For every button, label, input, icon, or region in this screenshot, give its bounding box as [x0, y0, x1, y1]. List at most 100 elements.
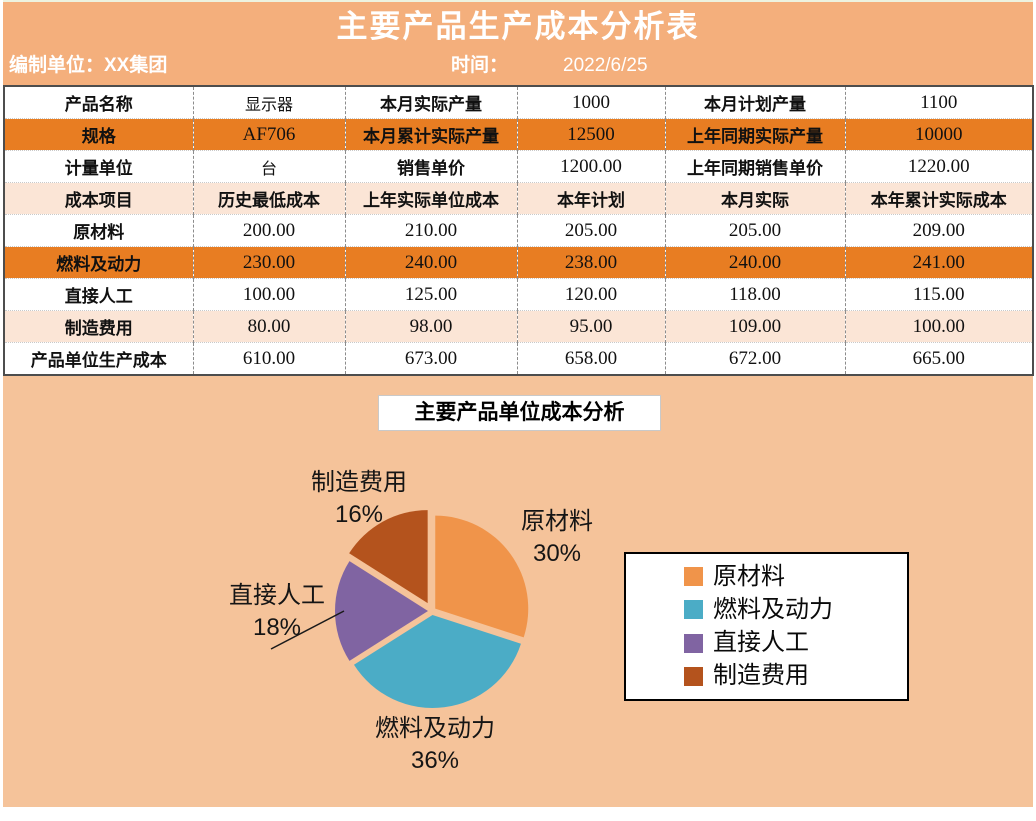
table-cell[interactable]: 直接人工 [4, 278, 193, 311]
table-cell[interactable]: 100.00 [844, 310, 1033, 343]
legend-swatch-icon [684, 666, 703, 686]
table-cell[interactable]: 240.00 [344, 246, 517, 279]
cost-table: 产品名称 显示器 本月实际产量 1000 本月计划产量 1100 规格 AF706 本月累计实际… [3, 85, 1034, 376]
table-cell[interactable]: 1220.00 [844, 150, 1033, 183]
table-cell[interactable]: 238.00 [516, 246, 665, 279]
legend-item[interactable]: 制造费用 [684, 662, 901, 690]
table-cell[interactable]: 计量单位 [4, 150, 193, 183]
table-cell[interactable]: 210.00 [344, 214, 517, 247]
table-cell[interactable]: 显示器 [192, 86, 345, 119]
table-cell[interactable]: 205.00 [664, 214, 845, 247]
table-cell[interactable]: 产品名称 [64, 95, 133, 114]
table-row: 产品单位生产成本 610.00 673.00 658.00 672.00 665.00 [4, 342, 1033, 375]
table-cell[interactable]: 销售单价 [344, 150, 517, 183]
legend-item[interactable]: 直接人工 [684, 629, 901, 657]
pie-label-percent: 16% [334, 501, 384, 528]
pie-chart [270, 510, 529, 708]
pie-label-name: 燃料及动力 [375, 715, 495, 742]
report-subheader: 编制单位：XX集团 时间： 2022/6/25 [3, 50, 1033, 85]
table-cell[interactable]: 98.00 [344, 310, 517, 343]
table-cell[interactable]: 230.00 [192, 246, 345, 279]
table-cell[interactable]: 109.00 [664, 310, 845, 343]
table-row: 燃料及动力 230.00 240.00 238.00 240.00 241.00 [4, 246, 1033, 279]
table-cell[interactable]: 本月计划产量 [664, 86, 845, 119]
pie-slice-制造费用[interactable] [349, 510, 428, 604]
table-cell[interactable]: 125.00 [344, 278, 517, 311]
sheet-top-edge [3, 0, 1033, 2]
table-cell[interactable]: 上年同期实际产量 [664, 118, 845, 151]
table-cell[interactable]: 10000 [844, 118, 1033, 151]
table-row: 直接人工 100.00 125.00 120.00 118.00 115.00 [4, 278, 1033, 311]
report-date: 2022/6/25 [563, 55, 648, 76]
table-cell[interactable]: 历史最低成本 [192, 182, 345, 215]
table-cell[interactable]: 本月实际产量 [344, 86, 517, 119]
table-cell[interactable]: 上年同期销售单价 [664, 150, 845, 183]
pie-slice-直接人工[interactable] [335, 561, 428, 661]
table-cell[interactable]: 658.00 [516, 342, 665, 375]
report-header: 主要产品生产成本分析表 编制单位：XX集团 时间： 2022/6/25 [3, 2, 1033, 85]
table-cell[interactable]: 100.00 [192, 278, 345, 311]
table-cell[interactable]: 燃料及动力 [4, 246, 193, 279]
table-cell[interactable]: 209.00 [844, 214, 1033, 247]
pie-label-percent: 30% [532, 540, 582, 567]
table-row: 原材料 200.00 210.00 205.00 205.00 209.00 [4, 214, 1033, 247]
table-cell[interactable]: 产品单位生产成本 [4, 342, 193, 375]
table-row: 规格 AF706 本月累计实际产量 12500 上年同期实际产量 10000 [4, 118, 1033, 151]
pie-slice-原材料[interactable] [435, 515, 529, 638]
table-cell[interactable]: 80.00 [192, 310, 345, 343]
pie-label-raw-materials: 原材料 30% [521, 506, 593, 570]
time-label: 时间： [451, 55, 509, 76]
table-cell[interactable]: 1200.00 [516, 150, 665, 183]
pie-label-name: 原材料 [521, 508, 593, 535]
label-leader-line [270, 610, 345, 650]
table-cell[interactable]: 205.00 [516, 214, 665, 247]
table-cell[interactable]: 上年实际单位成本 [344, 182, 517, 215]
legend-label: 制造费用 [713, 662, 809, 690]
pie-label-percent: 36% [410, 747, 460, 774]
table-row: 制造费用 80.00 98.00 95.00 109.00 100.00 [4, 310, 1033, 343]
table-cell[interactable]: 673.00 [344, 342, 517, 375]
pie-label-manufacturing-cost: 制造费用 16% [311, 467, 407, 531]
table-cell[interactable]: 115.00 [844, 278, 1033, 311]
legend-label: 原材料 [713, 562, 785, 590]
legend-label: 直接人工 [713, 629, 809, 657]
table-cell[interactable]: 本月累计实际产量 [344, 118, 517, 151]
table-cell[interactable]: 本年计划 [516, 182, 665, 215]
chart-title[interactable]: 主要产品单位成本分析 [378, 395, 661, 431]
chart-legend[interactable]: 原材料燃料及动力直接人工制造费用 [624, 552, 909, 701]
table-cell[interactable]: 原材料 [4, 214, 193, 247]
pie-label-name: 制造费用 [311, 469, 407, 496]
worksheet: 主要产品生产成本分析表 编制单位：XX集团 时间： 2022/6/25 产品名称… [3, 0, 1034, 807]
table-cell[interactable]: 200.00 [192, 214, 345, 247]
legend-swatch-icon [684, 633, 703, 653]
table-cell[interactable]: 672.00 [664, 342, 845, 375]
pie-label-direct-labor: 直接人工 18% [229, 580, 325, 644]
prepared-by-label: 编制单位：XX集团 [9, 55, 168, 76]
table-cell[interactable]: 台 [192, 150, 345, 183]
table-cell[interactable]: 1100 [844, 86, 1033, 119]
legend-item[interactable]: 燃料及动力 [684, 596, 901, 624]
table-cell[interactable]: AF706 [192, 118, 345, 151]
table-cell[interactable]: 规格 [4, 118, 193, 151]
pie-label-name: 直接人工 [229, 582, 325, 609]
table-cell[interactable]: 95.00 [516, 310, 665, 343]
table-cell[interactable]: 120.00 [516, 278, 665, 311]
table-cell[interactable]: 本月实际 [664, 182, 845, 215]
table-cell[interactable]: 240.00 [664, 246, 845, 279]
table-cell[interactable]: 241.00 [844, 246, 1033, 279]
table-cell[interactable]: 成本项目 [4, 182, 193, 215]
legend-swatch-icon [684, 600, 703, 620]
table-cell[interactable]: 118.00 [664, 278, 845, 311]
table-cell[interactable]: 本年累计实际成本 [844, 182, 1033, 215]
table-cell[interactable]: 制造费用 [4, 310, 193, 343]
table-cell[interactable]: 1000 [516, 86, 665, 119]
pie-slice-燃料及动力[interactable] [353, 614, 521, 708]
table-cell[interactable]: 12500 [516, 118, 665, 151]
table-cell[interactable]: 610.00 [192, 342, 345, 375]
table-cell[interactable]: 665.00 [844, 342, 1033, 375]
table-row: 计量单位台销售单价 1200.00 上年同期销售单价 1220.00 [4, 150, 1033, 183]
table-row: 产品名称 显示器 本月实际产量 1000 本月计划产量 1100 [4, 86, 1033, 119]
pie-label-fuel-power: 燃料及动力 36% [375, 713, 495, 777]
legend-item[interactable]: 原材料 [684, 563, 901, 591]
table-row: 成本项目 历史最低成本 上年实际单位成本 本年计划 本月实际 本年累计实际成本 [4, 182, 1033, 215]
